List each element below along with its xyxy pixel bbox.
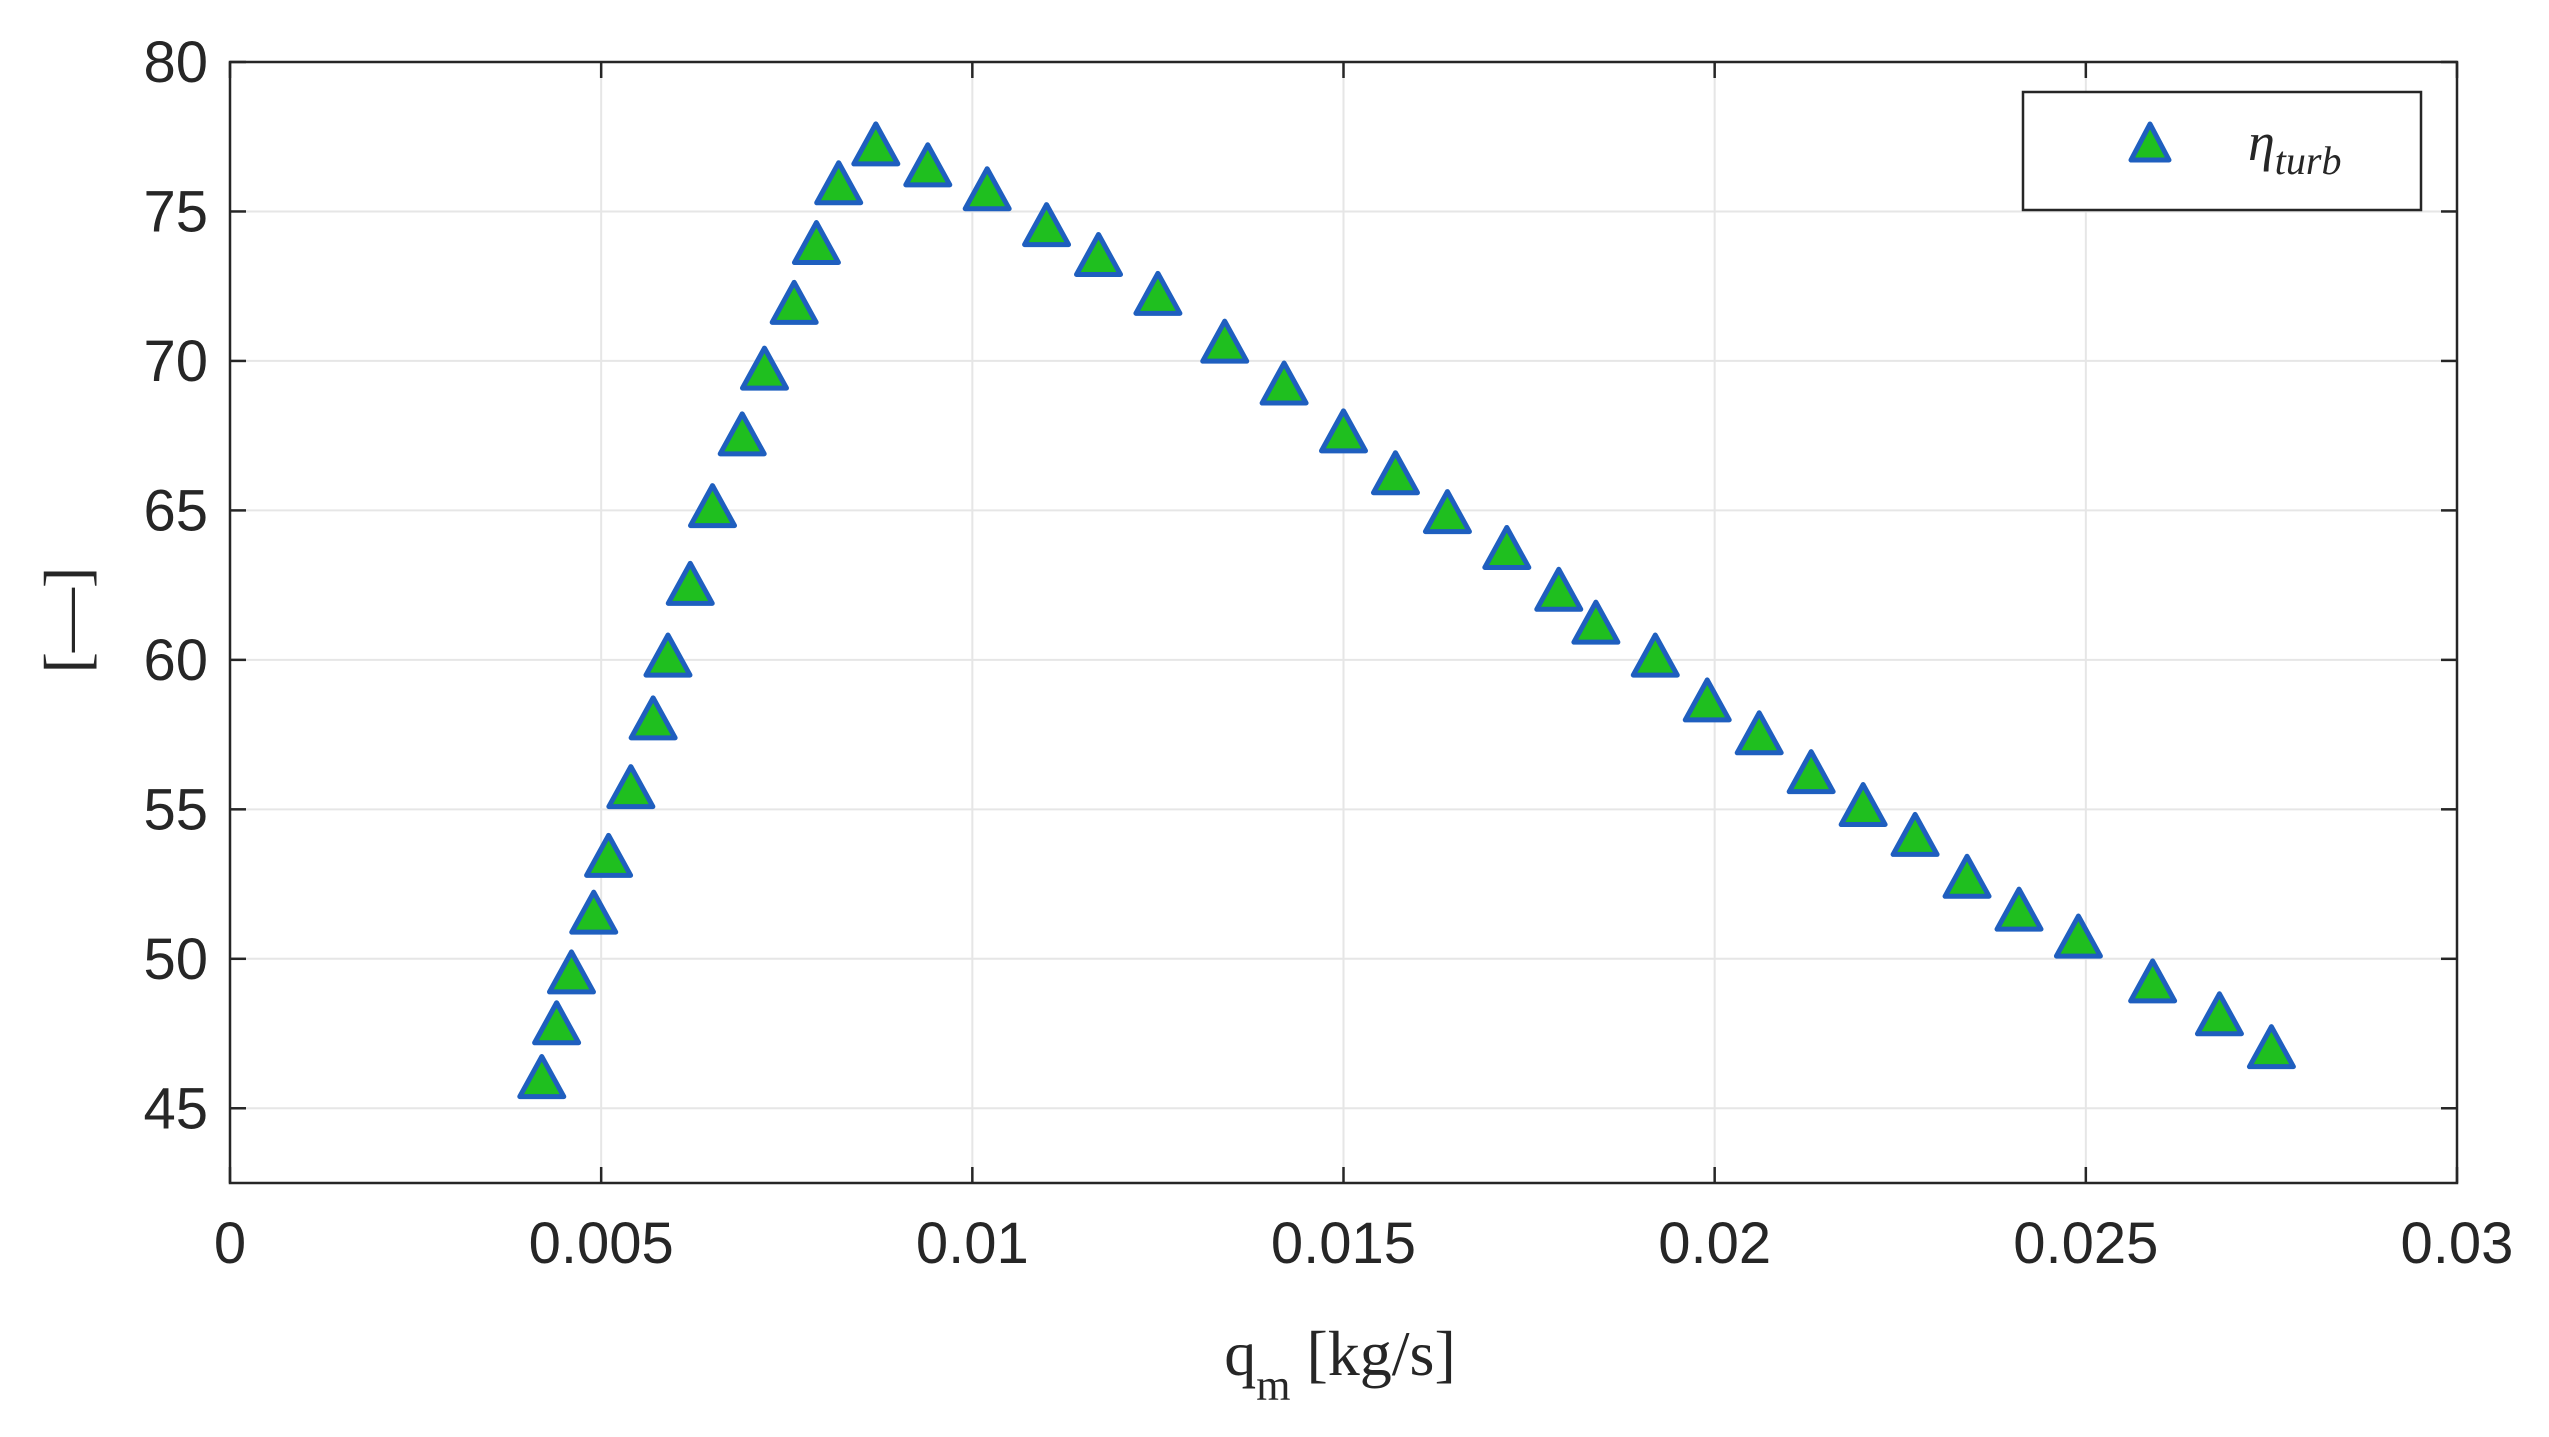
tick-labels: 0 0.005 0.01 0.015 0.02 0.025 0.03 45 50 55 60 65 70…	[143, 30, 2513, 1276]
legend: ηturb	[2021, 90, 2423, 212]
data-point-triangle	[2128, 958, 2178, 1004]
y-tick-label: 75	[143, 179, 208, 244]
data-point-triangle	[1534, 566, 1584, 612]
data-point-triangle	[584, 832, 634, 878]
data-point-triangle	[1319, 408, 1368, 454]
legend-entry-sub: turb	[2275, 138, 2342, 183]
y-tick-label: 60	[143, 628, 208, 693]
x-axis-label-main: q	[1224, 1318, 1256, 1389]
data-point-triangle	[2246, 1024, 2296, 1070]
y-tick-label: 70	[143, 329, 208, 394]
data-point-triangle	[1133, 270, 1183, 316]
plot-frame	[228, 60, 2459, 1185]
legend-entry-label: ηturb	[2248, 112, 2341, 183]
data-point-triangle	[606, 764, 656, 810]
data-point-triangle	[1200, 318, 1250, 364]
data-point-triangle	[1022, 202, 1072, 248]
data-point-triangle	[569, 889, 619, 935]
data-point-triangle	[1734, 710, 1784, 756]
x-tick-label: 0.025	[2013, 1211, 2158, 1276]
data-point-triangle	[739, 345, 789, 391]
data-point-triangle	[2194, 991, 2244, 1037]
data-point-triangle	[814, 160, 864, 206]
data-point-triangle	[628, 695, 678, 741]
y-tick-label: 50	[143, 927, 208, 992]
data-point-triangle	[1838, 782, 1888, 828]
data-point-triangle	[791, 220, 841, 266]
data-point-triangle	[1786, 749, 1836, 795]
data-point-triangle	[1259, 360, 1309, 406]
y-tick-label: 65	[143, 478, 208, 543]
data-point-triangle	[962, 166, 1012, 212]
x-tick-label: 0	[214, 1211, 246, 1276]
data-point-triangle	[1482, 524, 1532, 570]
legend-marker-icon	[2128, 121, 2172, 163]
data-point-triangle	[1074, 231, 1124, 277]
legend-entry-name: η	[2248, 112, 2275, 172]
data-point-triangle	[1571, 599, 1621, 645]
data-point-triangle	[1994, 886, 2044, 932]
data-point-triangle	[665, 560, 715, 606]
x-tick-label: 0.03	[2401, 1211, 2514, 1276]
x-axis-label-unit: [kg/s]	[1290, 1318, 1455, 1389]
data-point-triangle	[688, 483, 738, 529]
axes	[228, 60, 2459, 1185]
data-point-triangle	[546, 949, 596, 995]
x-tick-label: 0.005	[529, 1211, 674, 1276]
data-points	[517, 121, 2296, 1100]
y-tick-label: 80	[143, 30, 208, 95]
data-point-triangle	[851, 121, 901, 167]
data-point-triangle	[769, 279, 819, 325]
data-point-triangle	[1682, 677, 1732, 723]
data-point-triangle	[532, 1000, 582, 1046]
data-point-triangle	[1422, 489, 1472, 535]
x-tick-label: 0.01	[916, 1211, 1029, 1276]
data-point-triangle	[717, 411, 767, 457]
data-point-triangle	[517, 1054, 567, 1100]
data-point-triangle	[643, 632, 693, 678]
y-axis-label: [—]	[31, 567, 102, 674]
x-axis-label: qm [kg/s]	[1224, 1318, 1456, 1410]
data-point-triangle	[903, 142, 953, 188]
x-axis-label-sub: m	[1256, 1361, 1290, 1410]
data-point-triangle	[1942, 853, 1992, 899]
x-tick-label: 0.02	[1658, 1211, 1771, 1276]
y-tick-label: 55	[143, 777, 208, 842]
x-tick-label: 0.015	[1271, 1211, 1416, 1276]
data-point-triangle	[1630, 632, 1680, 678]
y-tick-label: 45	[143, 1076, 208, 1141]
legend-box	[2021, 90, 2423, 212]
data-point-triangle	[1370, 450, 1420, 496]
data-point-triangle	[2053, 913, 2103, 959]
data-point-triangle	[1890, 811, 1940, 857]
